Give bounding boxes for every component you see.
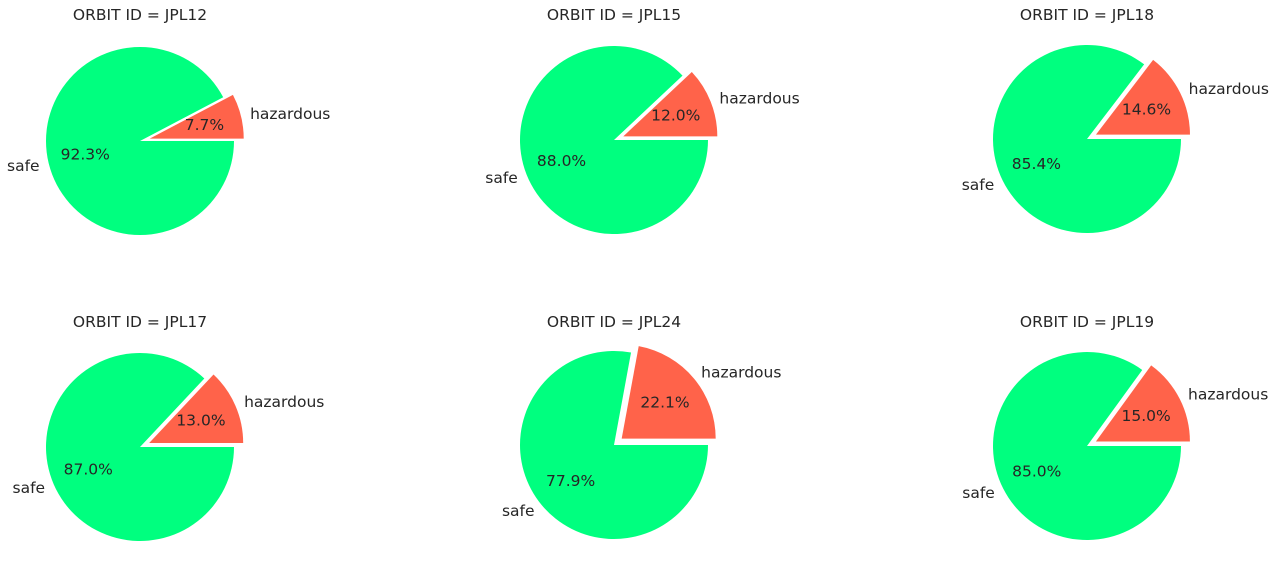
pie-slice-safe [520,45,708,234]
pie-slice-hazardous [621,346,716,439]
percent-label-safe: 87.0% [64,460,113,478]
pie-chart-3: ORBIT ID = JPL18 hazardous 14.6% safe 85.4% [962,6,1269,233]
pie-slice-safe [992,44,1181,233]
percent-label-safe: 88.0% [537,152,586,170]
pie-slice-hazardous [1095,59,1190,135]
pie-chart-4: ORBIT ID = JPL17 hazardous 13.0% safe 87.0% [13,313,324,541]
slice-label-hazardous: hazardous [244,393,324,411]
chart-title: ORBIT ID = JPL24 [547,313,681,331]
slice-label-hazardous: hazardous [701,363,781,381]
percent-label-safe: 85.4% [1012,155,1061,173]
percent-label-safe: 77.9% [546,472,595,490]
percent-label-safe: 92.3% [61,146,110,164]
slice-label-hazardous: hazardous [1188,386,1268,404]
percent-label-hazardous: 14.6% [1122,101,1171,119]
pie-slice-hazardous [1095,365,1190,442]
slice-label-safe: safe [485,169,518,187]
slice-label-safe: safe [7,157,40,175]
pie-chart-1: ORBIT ID = JPL12 hazardous 7.7% safe 92.3% [7,6,330,235]
percent-label-hazardous: 15.0% [1122,407,1171,425]
chart-title: ORBIT ID = JPL19 [1020,313,1154,331]
percent-label-hazardous: 12.0% [651,107,700,125]
pie-chart-5: ORBIT ID = JPL24 hazardous 22.1% safe 77.9% [502,313,781,539]
slice-label-hazardous: hazardous [1189,80,1269,98]
pie-slice-safe [992,351,1181,540]
pie-chart-2: ORBIT ID = JPL15 hazardous 12.0% safe 88.0% [485,6,800,234]
slice-label-safe: safe [502,502,535,520]
slice-label-hazardous: hazardous [250,105,330,123]
slice-label-hazardous: hazardous [719,89,799,107]
pie-slice-safe [45,353,235,541]
percent-label-hazardous: 13.0% [176,412,225,430]
chart-title: ORBIT ID = JPL18 [1020,6,1154,24]
chart-title: ORBIT ID = JPL12 [73,6,207,24]
slice-label-safe: safe [13,479,46,497]
chart-title: ORBIT ID = JPL17 [73,313,207,331]
pie-slice-hazardous [623,71,718,137]
pie-slice-hazardous [149,94,244,139]
percent-label-hazardous: 7.7% [185,116,224,134]
pie-slice-safe [520,351,708,539]
pie-slice-safe [45,46,234,235]
pie-slice-hazardous [149,374,244,444]
slice-label-safe: safe [962,176,995,194]
percent-label-safe: 85.0% [1012,463,1061,481]
chart-title: ORBIT ID = JPL15 [547,6,681,24]
pie-chart-6: ORBIT ID = JPL19 hazardous 15.0% safe 85.0% [962,313,1268,540]
percent-label-hazardous: 22.1% [640,394,689,412]
slice-label-safe: safe [962,484,995,502]
